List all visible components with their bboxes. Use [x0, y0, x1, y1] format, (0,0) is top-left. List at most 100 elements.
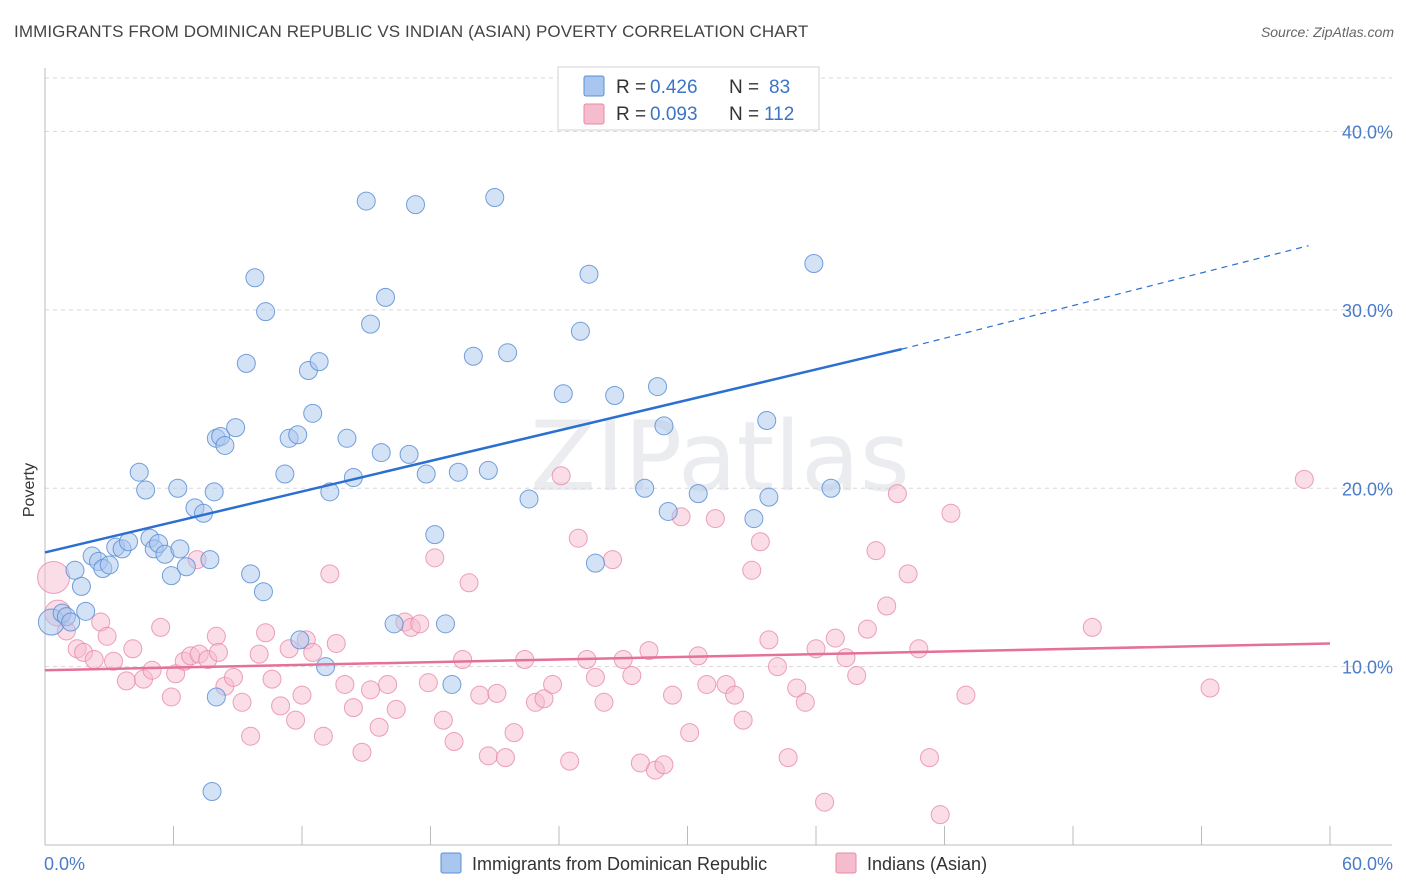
- data-point-indians-asian: [142, 660, 162, 680]
- data-point-indians-asian: [742, 560, 762, 580]
- data-point-indians-asian: [956, 685, 976, 705]
- data-point-indians-asian: [223, 667, 243, 687]
- data-point-indians-asian: [206, 626, 226, 646]
- data-point-dominican-republic: [804, 254, 824, 274]
- data-point-indians-asian: [639, 641, 659, 661]
- data-point-dominican-republic: [119, 532, 139, 552]
- data-point-indians-asian: [232, 692, 252, 712]
- legend-n-label-2: N =: [729, 104, 759, 125]
- data-point-dominican-republic: [76, 601, 96, 621]
- data-point-dominican-republic: [463, 346, 483, 366]
- pink-points: [37, 466, 1314, 825]
- data-point-indians-asian: [877, 596, 897, 616]
- data-point-indians-asian: [654, 755, 674, 775]
- data-point-dominican-republic: [256, 302, 276, 322]
- y-tick-label: 30.0%: [1342, 301, 1393, 321]
- x-tick-label: 60.0%: [1342, 854, 1393, 874]
- data-point-dominican-republic: [416, 464, 436, 484]
- data-point-indians-asian: [795, 692, 815, 712]
- data-point-dominican-republic: [320, 482, 340, 502]
- x-tick-label: 0.0%: [44, 854, 85, 874]
- trend-line-indians-asian: [44, 642, 1331, 672]
- legend-n-label-1: N =: [729, 77, 759, 98]
- legend-r-value-1: 0.426: [650, 77, 698, 98]
- data-point-dominican-republic: [605, 386, 625, 406]
- data-point-indians-asian: [123, 639, 143, 659]
- data-point-dominican-republic: [361, 314, 381, 334]
- data-point-indians-asian: [256, 623, 276, 643]
- bottom-legend-swatch-pink: [835, 852, 857, 874]
- data-point-dominican-republic: [303, 403, 323, 423]
- data-point-indians-asian: [249, 644, 269, 664]
- legend-n-value-2: 112: [764, 104, 794, 125]
- data-point-dominican-republic: [290, 630, 310, 650]
- data-point-dominican-republic: [168, 478, 188, 498]
- data-point-indians-asian: [470, 685, 490, 705]
- data-point-dominican-republic: [236, 353, 256, 373]
- data-point-indians-asian: [750, 532, 770, 552]
- data-point-indians-asian: [161, 687, 181, 707]
- tick-labels: 10.0% 20.0% 30.0% 40.0% 0.0% 60.0%: [44, 123, 1393, 874]
- data-point-indians-asian: [887, 484, 907, 504]
- data-point-dominican-republic: [399, 444, 419, 464]
- data-point-dominican-republic: [635, 478, 655, 498]
- data-point-indians-asian: [847, 666, 867, 686]
- data-point-dominican-republic: [376, 287, 396, 307]
- data-point-dominican-republic: [215, 435, 235, 455]
- data-point-indians-asian: [326, 633, 346, 653]
- data-point-indians-asian: [97, 626, 117, 646]
- data-point-indians-asian: [478, 746, 498, 766]
- data-point-indians-asian: [622, 666, 642, 686]
- data-point-dominican-republic: [425, 525, 445, 545]
- data-point-indians-asian: [941, 503, 961, 523]
- data-point-indians-asian: [663, 685, 683, 705]
- data-point-dominican-republic: [71, 576, 91, 596]
- data-point-dominican-republic: [654, 416, 674, 436]
- data-point-dominican-republic: [519, 489, 539, 509]
- data-point-indians-asian: [857, 619, 877, 639]
- data-point-dominican-republic: [585, 553, 605, 573]
- data-point-dominican-republic: [406, 195, 426, 215]
- blue-points: [37, 188, 841, 801]
- data-point-indians-asian: [594, 692, 614, 712]
- data-point-dominican-republic: [337, 428, 357, 448]
- data-point-indians-asian: [825, 628, 845, 648]
- data-point-dominican-republic: [170, 539, 190, 559]
- data-point-indians-asian: [84, 649, 104, 669]
- data-point-indians-asian: [241, 726, 261, 746]
- data-point-indians-asian: [444, 732, 464, 752]
- data-point-dominican-republic: [759, 487, 779, 507]
- data-point-indians-asian: [378, 674, 398, 694]
- data-point-indians-asian: [585, 667, 605, 687]
- watermark: ZIPatlas: [530, 401, 910, 513]
- data-point-indians-asian: [898, 564, 918, 584]
- data-point-indians-asian: [208, 642, 228, 662]
- data-point-dominican-republic: [226, 418, 246, 438]
- legend-n-value-1: 83: [769, 77, 790, 98]
- trend-lines: [44, 245, 1331, 672]
- data-point-indians-asian: [504, 723, 524, 743]
- legend-r-label-1: R =: [616, 77, 646, 98]
- data-point-indians-asian: [459, 573, 479, 593]
- y-tick-label: 10.0%: [1342, 658, 1393, 678]
- data-point-indians-asian: [453, 649, 473, 669]
- data-point-dominican-republic: [316, 657, 336, 677]
- chart-title: IMMIGRANTS FROM DOMINICAN REPUBLIC VS IN…: [14, 22, 809, 41]
- bottom-legend-label-blue: Immigrants from Dominican Republic: [472, 854, 767, 874]
- source-label: Source: ZipAtlas.com: [1260, 24, 1394, 40]
- data-point-indians-asian: [418, 673, 438, 693]
- data-point-indians-asian: [104, 651, 124, 671]
- data-point-indians-asian: [343, 698, 363, 718]
- data-point-indians-asian: [361, 680, 381, 700]
- data-point-dominican-republic: [371, 443, 391, 463]
- data-point-dominican-republic: [648, 377, 668, 397]
- data-point-indians-asian: [920, 748, 940, 768]
- data-point-dominican-republic: [253, 582, 273, 602]
- legend-swatch-blue: [583, 75, 605, 97]
- data-point-dominican-republic: [478, 460, 498, 480]
- data-point-indians-asian: [815, 792, 835, 812]
- data-point-dominican-republic: [200, 550, 220, 570]
- data-point-indians-asian: [697, 674, 717, 694]
- data-point-indians-asian: [543, 674, 563, 694]
- data-point-dominican-republic: [202, 781, 222, 801]
